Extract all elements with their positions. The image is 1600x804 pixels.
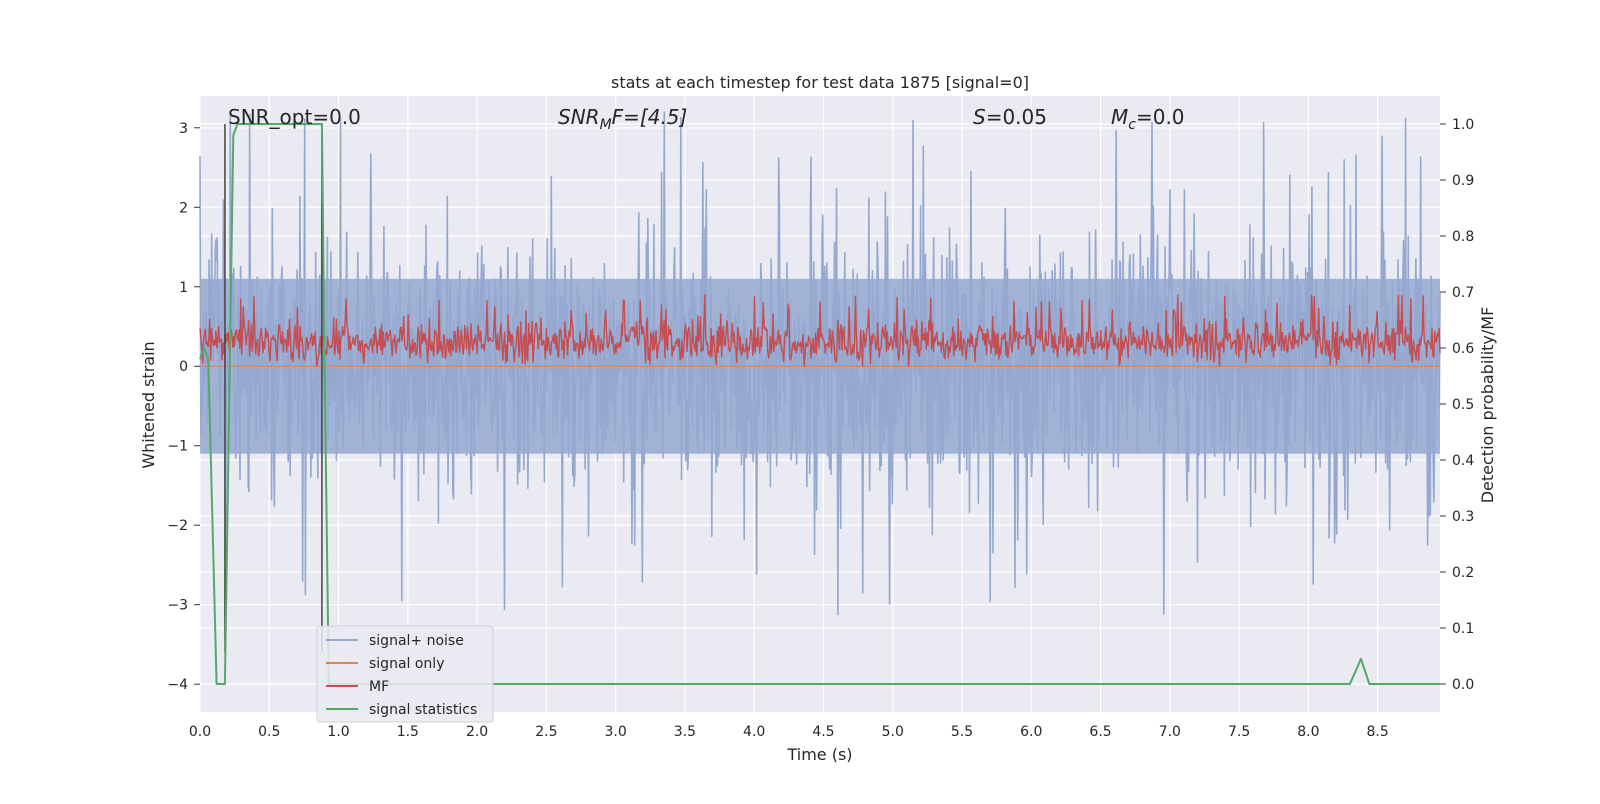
signal-statistics-line: [199, 123, 1440, 685]
left-y-tick-label: 0: [179, 359, 188, 375]
x-tick-label: 0.0: [189, 724, 211, 740]
legend-label-signal-statistics: signal statistics: [369, 702, 477, 718]
x-tick-label: 0.5: [258, 724, 280, 740]
legend: signal+ noise signal only MF signal stat…: [316, 625, 494, 723]
x-tick-label: 8.0: [1297, 724, 1319, 740]
x-tick-label: 7.5: [1228, 724, 1250, 740]
left-y-tick-label: −2: [167, 518, 188, 534]
x-tick-label: 6.0: [1020, 724, 1042, 740]
annotation-s-rest: =0.05: [986, 105, 1047, 129]
x-tick-label: 1.5: [397, 724, 419, 740]
x-tick-label: 2.0: [466, 724, 488, 740]
annotation-snr-opt: SNR_opt=0.0: [228, 105, 361, 129]
legend-label-signal-noise: signal+ noise: [369, 633, 464, 649]
chart-title: stats at each timestep for test data 187…: [611, 73, 1029, 92]
right-y-tick-label: 0.9: [1452, 173, 1474, 189]
right-y-tick-label: 0.0: [1452, 677, 1474, 693]
legend-label-mf: MF: [369, 679, 389, 695]
right-y-tick-label: 0.2: [1452, 565, 1474, 581]
right-y-tick-label: 0.1: [1452, 621, 1474, 637]
x-tick-label: 4.5: [812, 724, 834, 740]
x-axis-label: Time (s): [786, 745, 852, 764]
x-tick-label: 4.0: [743, 724, 765, 740]
right-y-tick-label: 0.4: [1452, 453, 1474, 469]
right-y-tick-label: 0.7: [1452, 285, 1474, 301]
annotation-snr-mf: SNRMF=[4.5]: [558, 105, 687, 133]
annotation-mc-main: M: [1111, 105, 1128, 129]
right-y-tick-label: 0.3: [1452, 509, 1474, 525]
left-y-tick-label: −3: [167, 598, 188, 614]
annotation-s: S=0.05: [973, 105, 1047, 129]
x-tick-label: 3.5: [674, 724, 696, 740]
x-tick-label: 1.0: [327, 724, 349, 740]
left-y-tick-label: −4: [167, 677, 188, 693]
right-y-tick-label: 1.0: [1452, 117, 1474, 133]
annotation-mc-rest: =0.0: [1136, 105, 1185, 129]
annotation-s-main: S: [973, 105, 986, 129]
x-tick-label: 2.5: [535, 724, 557, 740]
annotation-snr-mf-rest: F=[4.5]: [612, 105, 688, 129]
right-y-tick-label: 0.8: [1452, 229, 1474, 245]
left-y-tick-label: −1: [167, 439, 188, 455]
x-tick-label: 6.5: [1089, 724, 1111, 740]
left-y-tick-label: 3: [179, 121, 188, 137]
legend-label-signal-only: signal only: [369, 656, 444, 672]
data-series: [199, 111, 1441, 685]
right-y-tick-label: 0.5: [1452, 397, 1474, 413]
tick-marks: 0.0 0.5 1.0 1.5 2.0 2.5 3.0 3.5 4.0 4.5 5.0 5.5 6.0 6…: [167, 117, 1474, 740]
annotation-mc: Mc=0.0: [1111, 105, 1185, 133]
x-tick-label: 5.5: [951, 724, 973, 740]
right-y-tick-label: 0.6: [1452, 341, 1474, 357]
right-y-axis-label: Detection probability/MF: [1478, 307, 1497, 504]
mf-line: [199, 294, 1441, 367]
annotation-mc-sub: c: [1128, 117, 1136, 133]
x-tick-label: 3.0: [605, 724, 627, 740]
left-y-axis-label: Whitened strain: [139, 341, 158, 468]
x-tick-label: 5.0: [882, 724, 904, 740]
x-tick-label: 7.0: [1159, 724, 1181, 740]
left-y-tick-label: 2: [179, 200, 188, 216]
annotation-snr-mf-sub: M: [600, 117, 612, 133]
x-tick-label: 8.5: [1367, 724, 1389, 740]
annotation-snr-mf-main: SNR: [558, 105, 600, 129]
legend-box: [316, 625, 494, 723]
left-y-tick-label: 1: [179, 280, 188, 296]
